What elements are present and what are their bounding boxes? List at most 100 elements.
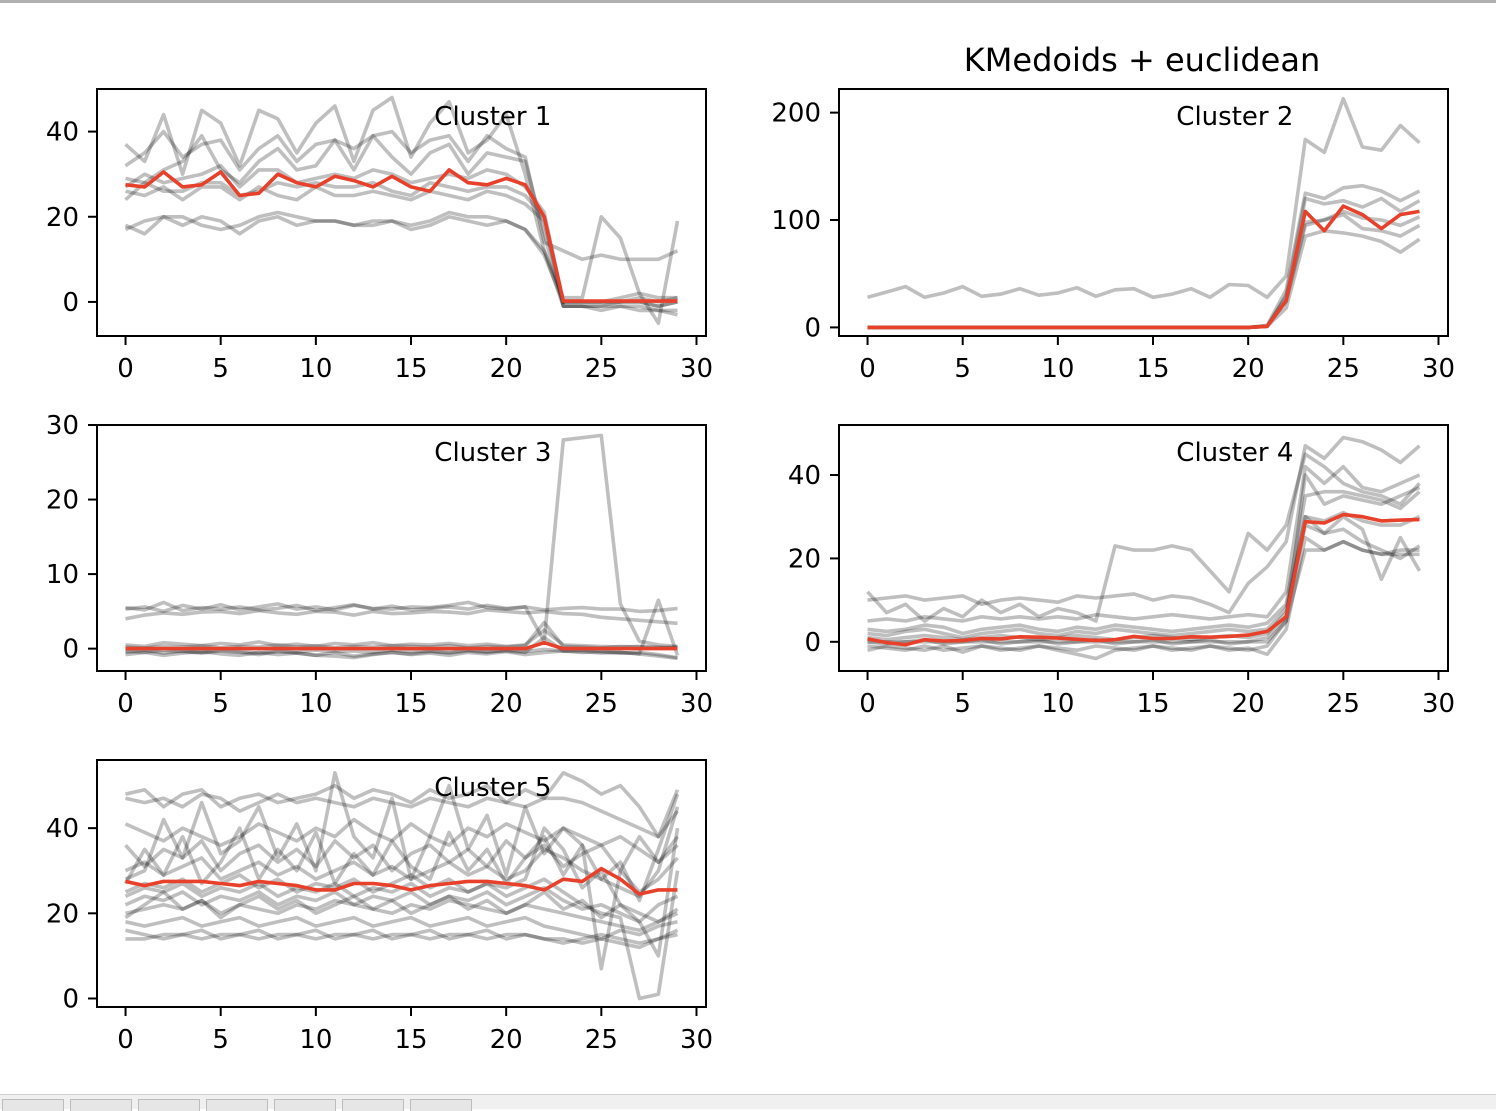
cluster-3-xtick-label: 10: [299, 689, 332, 719]
cluster-5-member-line-1: [125, 770, 680, 839]
cluster-1-ytick-label: 0: [62, 288, 79, 318]
cluster-3-xtick-label: 5: [212, 689, 229, 719]
cluster-5-ytick-label: 20: [46, 899, 79, 929]
cluster-5-xtick-label: 10: [299, 1025, 332, 1055]
cluster-4-member-line-7: [867, 523, 1421, 642]
toolbar-tab-6[interactable]: [342, 1099, 404, 1111]
cluster-5-label: Cluster 5: [434, 773, 551, 803]
cluster-5-xtick-label: 20: [490, 1025, 523, 1055]
cluster-2-label: Cluster 2: [1176, 102, 1293, 132]
cluster-5-xtick-label: 25: [585, 1025, 618, 1055]
toolbar-strip: [0, 1094, 1496, 1111]
cluster-2-series: [867, 96, 1421, 330]
cluster-2-member-line-4: [867, 209, 1421, 330]
cluster-5-member-line-13: [125, 915, 678, 941]
cluster-3-ytick-label: 0: [62, 635, 79, 665]
cluster-4-axes-frame: [838, 424, 1449, 672]
cluster-5-xtick-label: 30: [680, 1025, 713, 1055]
cluster-4-xtick-label: 20: [1232, 689, 1265, 719]
cluster-4-member-line-6: [867, 510, 1421, 640]
cluster-5-member-line-2: [125, 792, 679, 839]
cluster-5-member-line-15: [125, 932, 678, 950]
cluster-3-xtick-label: 0: [117, 689, 134, 719]
cluster-2-xtick-label: 0: [859, 354, 876, 384]
cluster-2-xtick-label: 30: [1422, 354, 1455, 384]
cluster-5-ytick-label: 0: [62, 984, 79, 1014]
cluster-3-ytick-label: 10: [46, 560, 79, 590]
cluster-1-label: Cluster 1: [434, 102, 551, 132]
cluster-4-member-line-2: [866, 452, 1421, 623]
cluster-3-panel: 0 5 10 15 20 25 30 0 10 20 30 Cluster 3: [46, 411, 713, 719]
cluster-5-member-line-12: [124, 890, 679, 924]
cluster-1-xtick-label: 5: [212, 354, 229, 384]
cluster-2-xtick-label: 20: [1232, 354, 1265, 384]
cluster-2-ytick-label: 200: [771, 99, 821, 129]
cluster-4-member-line-8: [867, 535, 1420, 661]
cluster-5-ytick-label: 40: [46, 814, 79, 844]
cluster-5-panel: 0 5 10 15 20 25 30 0 20 40 Cluster 5: [46, 759, 713, 1055]
toolbar-tab-3[interactable]: [138, 1099, 200, 1111]
cluster-3-ytick-label: 30: [46, 411, 79, 441]
window-top-border: [0, 0, 1496, 3]
cluster-3-member-line-2: [125, 600, 678, 614]
cluster-2-axes-frame: [838, 88, 1449, 337]
cluster-4-member-line-3: [867, 435, 1421, 615]
toolbar-tab-7[interactable]: [410, 1099, 472, 1111]
cluster-5-axes-frame: [96, 759, 707, 1008]
cluster-2-member-line-6: [867, 229, 1421, 330]
cluster-2-member-line-1: [867, 96, 1421, 300]
cluster-1-member-line-7: [124, 210, 678, 317]
cluster-4-member-line-5: [867, 489, 1421, 636]
cluster-4-medoid-line: [867, 512, 1420, 647]
cluster-4-xtick-label: 0: [859, 689, 876, 719]
cluster-4-xtick-label: 15: [1136, 689, 1169, 719]
cluster-1-member-line-1: [124, 95, 680, 326]
cluster-4-xtick-label: 30: [1422, 689, 1455, 719]
cluster-3-label: Cluster 3: [434, 438, 551, 468]
cluster-5-member-line-11: [125, 898, 679, 933]
figure-suptitle: KMedoids + euclidean: [964, 41, 1320, 79]
cluster-4-ytick-label: 40: [788, 461, 821, 491]
cluster-4-panel: 0 5 10 15 20 25 30 0 20 40 Cluster 4: [788, 424, 1455, 719]
cluster-5-member-line-7: [123, 826, 679, 971]
toolbar-tab-2[interactable]: [70, 1099, 132, 1111]
cluster-3-member-line-6: [125, 598, 680, 658]
cluster-1-member-line-3: [125, 134, 678, 309]
cluster-1-xtick-label: 20: [490, 354, 523, 384]
cluster-5-member-line-14: [125, 928, 679, 945]
cluster-5-xtick-label: 0: [117, 1025, 134, 1055]
cluster-5-medoid-line: [125, 866, 678, 896]
cluster-5-member-line-4: [124, 839, 679, 894]
cluster-5-xtick-label: 15: [394, 1025, 427, 1055]
cluster-panels: 0 5 10 15 20 25 30 0 20 40 Cluster 1 0 5 10 15 20 25 30 0 1…: [46, 88, 1455, 1055]
cluster-1-member-line-5: [125, 185, 678, 313]
cluster-3-xtick-label: 15: [394, 689, 427, 719]
cluster-4-label: Cluster 4: [1176, 438, 1293, 468]
cluster-4-xtick-label: 5: [954, 689, 971, 719]
cluster-5-member-line-3: [124, 817, 679, 865]
cluster-4-series: [866, 435, 1422, 661]
cluster-2-xtick-label: 5: [954, 354, 971, 384]
cluster-5-member-line-6: [124, 770, 680, 903]
cluster-3-member-line-3: [125, 608, 678, 626]
cluster-3-xtick-label: 30: [680, 689, 713, 719]
cluster-3-ytick-label: 20: [46, 486, 79, 516]
cluster-4-ytick-label: 0: [804, 628, 821, 658]
cluster-3-member-line-5: [125, 635, 678, 660]
cluster-1-xtick-label: 10: [299, 354, 332, 384]
cluster-1-member-line-2: [124, 129, 679, 262]
toolbar-tab-5[interactable]: [274, 1099, 336, 1111]
cluster-2-xtick-label: 10: [1041, 354, 1074, 384]
cluster-4-member-line-10: [867, 514, 1422, 646]
cluster-1-xtick-label: 30: [680, 354, 713, 384]
cluster-3-series: [125, 433, 680, 661]
cluster-3-medoid-line: [125, 640, 678, 651]
cluster-2-xtick-label: 25: [1327, 354, 1360, 384]
toolbar-tab-4[interactable]: [206, 1099, 268, 1111]
cluster-1-medoid-line: [125, 168, 678, 303]
cluster-1-xtick-label: 0: [117, 354, 134, 384]
cluster-1-member-line-8: [124, 210, 678, 309]
cluster-4-member-line-4: [867, 464, 1421, 623]
toolbar-tab-1[interactable]: [2, 1099, 64, 1111]
